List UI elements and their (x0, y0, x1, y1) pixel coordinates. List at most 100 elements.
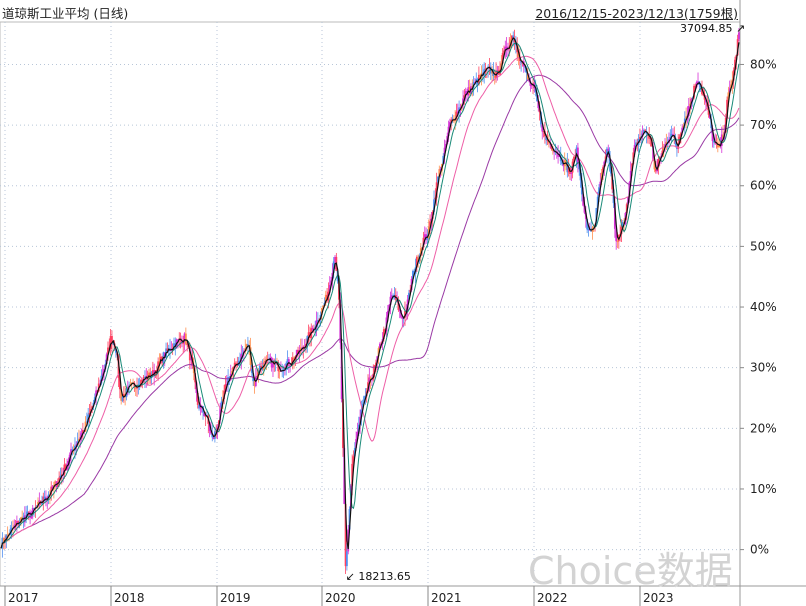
candle-body (503, 50, 505, 53)
candle-body (518, 57, 521, 61)
candle-body (587, 229, 590, 231)
candle-body (657, 159, 660, 168)
candle-body (42, 496, 45, 504)
candle-body (295, 349, 298, 357)
candle-body (342, 399, 344, 449)
candle-body (159, 356, 162, 362)
candle-body (570, 172, 573, 174)
candle-body (545, 136, 548, 140)
candle-body (412, 270, 414, 279)
candle-body (697, 81, 699, 83)
candle-body (50, 486, 53, 495)
candle-body (676, 144, 678, 149)
candle-body (15, 521, 18, 525)
candle-body (613, 203, 616, 229)
high-value-label: 37094.85 (680, 22, 733, 36)
candle-body (183, 333, 186, 343)
candle-body (450, 119, 453, 123)
candle-body (615, 228, 618, 242)
candle-body (352, 456, 355, 464)
candle-body (307, 332, 310, 337)
candle-body (404, 310, 406, 318)
candle-body (330, 280, 332, 286)
candle-body (2, 537, 5, 543)
candle-body (401, 317, 404, 319)
candle-body (586, 218, 589, 230)
x-tick-label: 2018 (114, 591, 145, 605)
candle-body (654, 169, 657, 172)
candle-body (456, 111, 459, 114)
candle-body (621, 221, 624, 227)
candle-body (603, 161, 606, 168)
y-tick-label: 80% (750, 57, 777, 71)
candle-body (43, 496, 46, 501)
candle-body (63, 464, 66, 475)
candle-body (513, 39, 516, 43)
candle-body (348, 509, 351, 530)
candle-body (306, 336, 309, 345)
candle-body (219, 407, 222, 421)
candle-body (689, 103, 692, 107)
candle-body (121, 396, 124, 401)
ma-line-short (0, 37, 740, 550)
candle-body (507, 48, 509, 51)
candle-body (517, 52, 520, 58)
candle-body (357, 424, 360, 432)
candle-body (375, 362, 377, 366)
candle-body (56, 482, 59, 487)
x-tick-label: 2017 (8, 591, 39, 605)
candle-body (38, 500, 41, 502)
candle-body (690, 98, 693, 104)
candle-body (504, 46, 507, 51)
candle-body (493, 75, 496, 78)
candle-body (316, 320, 319, 322)
candle-body (293, 357, 295, 361)
date-range-label[interactable]: 2016/12/15-2023/12/13(1759根) (535, 6, 738, 21)
x-tick-label: 2022 (537, 591, 568, 605)
candle-body (511, 35, 513, 40)
candle-body (122, 393, 125, 397)
candle-body (451, 118, 454, 120)
candle-body (344, 503, 347, 567)
candle-body (59, 475, 62, 478)
ma-line-long1 (0, 55, 740, 549)
candle-body (250, 364, 253, 373)
candle-body (126, 387, 129, 389)
candle-body (694, 85, 697, 87)
candle-body (23, 515, 26, 523)
candle-body (705, 99, 707, 103)
candle-body (592, 226, 595, 228)
candle-body (343, 448, 346, 504)
candle-body (644, 129, 647, 132)
candle-body (484, 68, 487, 70)
candle-body (137, 385, 140, 387)
candle-body (413, 270, 416, 274)
candle-body (18, 522, 21, 526)
candle-body (245, 344, 248, 349)
candle-body (447, 126, 450, 137)
candle-body (81, 430, 84, 434)
candle-body (182, 342, 185, 344)
candle-body (45, 500, 47, 502)
candle-body (389, 296, 392, 306)
candle-body (253, 381, 256, 387)
candle-body (714, 142, 717, 144)
candle-body (144, 376, 146, 379)
candle-body (272, 361, 274, 368)
candle-body (722, 134, 725, 140)
candle-body (111, 336, 113, 344)
candle-body (382, 329, 385, 340)
candle-body (101, 373, 104, 376)
candle-body (645, 131, 648, 135)
candle-body (462, 98, 464, 106)
candle-body (598, 187, 600, 197)
candle-body (324, 294, 327, 304)
candle-body (299, 347, 302, 350)
candle-body (163, 352, 166, 358)
candle-body (192, 365, 195, 374)
candle-body (672, 133, 674, 136)
candle-body (130, 382, 133, 385)
candle-body (186, 343, 189, 345)
candle-body (726, 99, 728, 118)
